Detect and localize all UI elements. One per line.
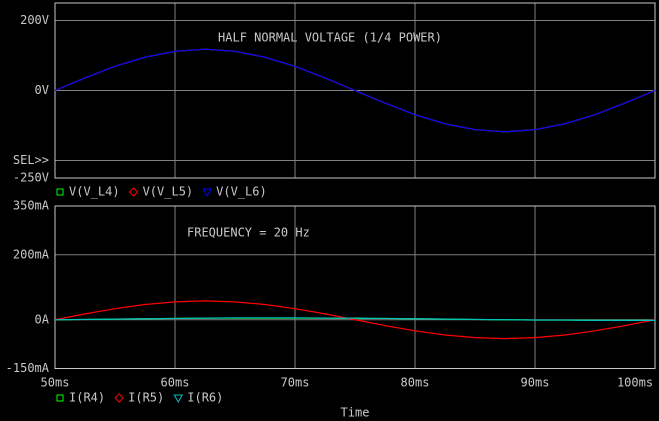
y-tick-label: SEL>> bbox=[13, 153, 49, 167]
y-tick-label: 200mA bbox=[13, 247, 50, 261]
legend-marker bbox=[56, 188, 64, 196]
x-axis-title: Time bbox=[341, 406, 370, 420]
legend-marker bbox=[128, 187, 139, 197]
annotation: FREQUENCY = 20 Hz bbox=[187, 226, 310, 240]
y-tick-label: 0V bbox=[35, 83, 49, 97]
plot-frame bbox=[54, 205, 656, 369]
x-tick-label: 70ms bbox=[281, 376, 310, 390]
legend-marker bbox=[173, 394, 184, 404]
y-tick-label: -150mA bbox=[6, 361, 50, 375]
y-tick-label: -250V bbox=[13, 171, 49, 185]
legend-label: V(V_L5) bbox=[143, 185, 194, 199]
y-tick-label: 200V bbox=[20, 13, 49, 27]
legend-label: I(R6) bbox=[187, 391, 223, 405]
x-tick-label: 50ms bbox=[41, 376, 70, 390]
legend-label: I(R4) bbox=[69, 391, 105, 405]
x-tick-label: 80ms bbox=[401, 376, 430, 390]
y-tick-label: 350mA bbox=[13, 199, 50, 213]
series-line bbox=[54, 317, 655, 321]
legend-marker bbox=[56, 394, 64, 402]
legend-marker bbox=[114, 393, 124, 403]
legend-label: V(V_L6) bbox=[216, 185, 267, 199]
series-line bbox=[54, 300, 656, 340]
legend-marker bbox=[202, 188, 213, 198]
legend-label: I(R5) bbox=[128, 391, 164, 405]
x-tick-label: 60ms bbox=[161, 376, 190, 390]
x-tick-label: 90ms bbox=[521, 376, 550, 390]
y-tick-label: 0A bbox=[35, 312, 50, 326]
x-tick-label: 100ms bbox=[617, 376, 653, 390]
annotation: HALF NORMAL VOLTAGE (1/4 POWER) bbox=[218, 31, 442, 45]
legend-label: V(V_L4) bbox=[69, 185, 120, 199]
series-line bbox=[54, 48, 656, 133]
